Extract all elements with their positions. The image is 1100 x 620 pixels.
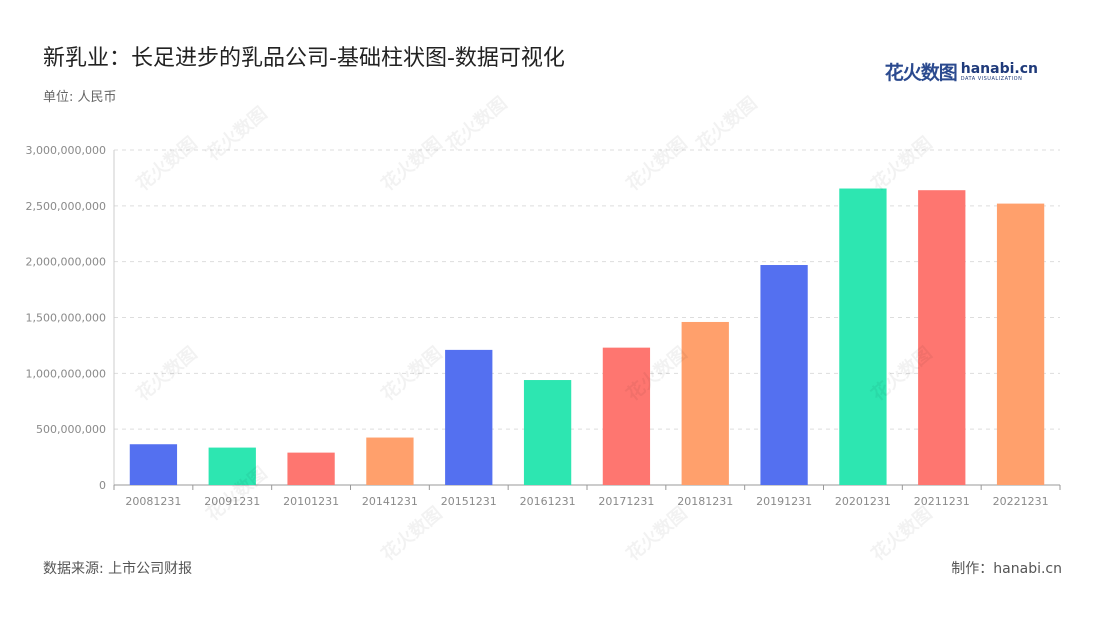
y-tick-label: 500,000,000 (36, 423, 106, 436)
x-tick-label: 20101231 (283, 495, 339, 508)
x-tick-label: 20151231 (441, 495, 497, 508)
y-tick-label: 1,000,000,000 (26, 367, 106, 380)
logo-en-text: hanabi.cn (960, 60, 1038, 77)
logo-en-block: hanabi.cn DATA VISUALIZATION (961, 62, 1038, 82)
y-tick-label: 2,000,000,000 (26, 256, 106, 269)
bar (918, 190, 966, 485)
x-tick-label: 20191231 (756, 495, 812, 508)
brand-logo[interactable]: 花火数图 hanabi.cn DATA VISUALIZATION (885, 58, 1038, 85)
bar (445, 349, 493, 485)
x-tick-label: 20171231 (598, 495, 654, 508)
bar (602, 347, 651, 485)
bar (366, 437, 414, 485)
x-tick-label: 20181231 (677, 495, 733, 508)
y-tick-label: 1,500,000,000 (26, 312, 106, 325)
unit-label: 单位: 人民币 (43, 90, 117, 105)
x-tick-label: 20211231 (914, 495, 970, 508)
x-tick-label: 20161231 (520, 495, 576, 508)
data-source: 数据来源: 上市公司财报 (43, 561, 193, 577)
bar (208, 447, 256, 485)
maker-credit: 制作：hanabi.cn (951, 561, 1062, 577)
logo-cn-text: 花火数图 (884, 62, 958, 84)
bar (129, 444, 178, 485)
y-tick-label: 0 (99, 479, 106, 492)
chart-title: 新乳业：长足进步的乳品公司-基础柱状图-数据可视化 (43, 46, 565, 71)
logo-subtitle: DATA VISUALIZATION (960, 75, 1023, 82)
x-tick-label: 20221231 (993, 495, 1049, 508)
bar (287, 452, 335, 485)
bar (760, 265, 808, 485)
x-tick-label: 20091231 (204, 495, 260, 508)
x-tick-label: 20081231 (125, 495, 181, 508)
bar (681, 321, 729, 485)
y-tick-label: 2,500,000,000 (26, 200, 106, 213)
x-tick-label: 20141231 (362, 495, 418, 508)
x-tick-label: 20201231 (835, 495, 891, 508)
y-tick-label: 3,000,000,000 (26, 144, 106, 157)
bar (523, 380, 572, 485)
bar (996, 203, 1045, 485)
bar (839, 188, 887, 485)
